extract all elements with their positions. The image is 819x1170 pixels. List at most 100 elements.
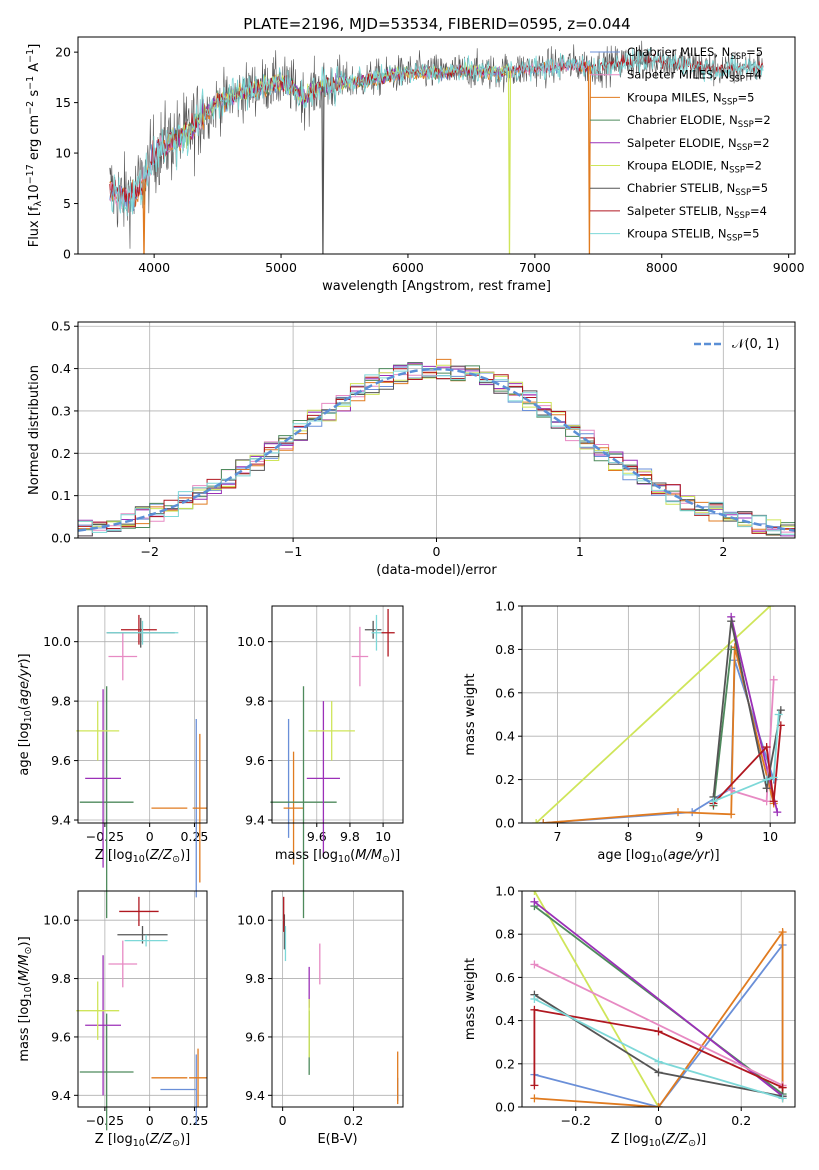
legend-tail: =5 xyxy=(742,227,759,241)
x-tick-label: −0.2 xyxy=(561,1113,591,1128)
legend-label: Chabrier STELIB, NSSP=5 xyxy=(627,181,768,198)
label-part: 10 xyxy=(133,1138,145,1149)
gaussian-legend-label: 𝒩(0, 1) xyxy=(732,337,779,352)
residuals-ylabel: Normed distribution xyxy=(27,365,42,495)
label-part: ( xyxy=(145,848,150,863)
mass_vs_Z-ylabel: mass [log10(M/M⊙)] xyxy=(17,936,34,1061)
massweight_vs_age-axes: 7 8 9 10 0.0 0.2 0.4 0.6 0.8 1.0 xyxy=(495,599,795,844)
y-tick-label: 1.0 xyxy=(495,884,515,899)
legend-tail: =2 xyxy=(753,136,770,150)
spectrum-xlabel: wavelength [Angstrom, rest frame] xyxy=(322,279,551,294)
y-tick-label: 0.2 xyxy=(51,446,71,461)
label-part: Z [log xyxy=(95,1132,133,1147)
mass_vs_EBV-points xyxy=(283,896,399,1105)
massweight_vs_Z-axes: −0.2 0 0.2 0.0 0.2 0.4 0.6 0.8 1.0 xyxy=(495,884,795,1128)
massweight_vs_Z-ylabel: mass weight xyxy=(463,958,478,1040)
y-tick-label: 0.3 xyxy=(51,403,71,418)
y-tick-label: 9.8 xyxy=(51,971,71,986)
legend-text: Chabrier ELODIE, N xyxy=(627,113,738,127)
x-tick-label: 0 xyxy=(655,1113,663,1128)
label-part: age/yr xyxy=(668,848,711,863)
y-tick-label: 0.1 xyxy=(51,488,71,503)
label-part: 10 xyxy=(133,854,145,865)
y-tick-label: 20 xyxy=(55,45,71,60)
legend-text: Salpeter MILES, N xyxy=(627,68,729,82)
label-part: ( xyxy=(17,981,32,986)
label-part: M/M xyxy=(17,954,32,981)
legend-tail: =2 xyxy=(745,159,762,173)
legend-text: Salpeter STELIB, N xyxy=(627,204,734,218)
legend-label: Kroupa MILES, NSSP=5 xyxy=(627,90,754,107)
histogram-step xyxy=(78,364,795,535)
weight-line xyxy=(712,649,733,806)
spectrum-dropout xyxy=(587,66,592,254)
label-part: Z/Z xyxy=(149,848,173,863)
label-part: erg cm xyxy=(27,115,42,164)
label-part: mass [log xyxy=(275,848,338,863)
legend-text: Chabrier STELIB, N xyxy=(627,181,735,195)
label-part: ⊙ xyxy=(688,1138,696,1149)
y-tick-label: 0.4 xyxy=(495,729,515,744)
label-part: λ xyxy=(33,200,44,206)
x-tick-label: 2 xyxy=(719,544,727,559)
legend-sub: SSP xyxy=(729,75,745,85)
x-tick-label: −1 xyxy=(284,544,302,559)
legend-label: Kroupa ELODIE, NSSP=2 xyxy=(627,159,762,176)
legend-label: Chabrier ELODIE, NSSP=2 xyxy=(627,113,771,130)
label-part: )] xyxy=(709,848,719,863)
mass_vs_EBV-xlabel: E(B-V) xyxy=(317,1132,357,1147)
legend-tail: =4 xyxy=(745,68,762,82)
label-part: ⊙ xyxy=(172,1138,180,1149)
legend-text: Kroupa ELODIE, N xyxy=(627,159,729,173)
x-tick-label: 9.6 xyxy=(307,829,327,844)
x-tick-label: 0.25 xyxy=(181,829,209,844)
weight-line xyxy=(713,714,780,803)
label-part: age [log xyxy=(597,848,650,863)
weight-line xyxy=(712,621,782,798)
spectrum-frame xyxy=(77,36,796,255)
x-tick-label: 5000 xyxy=(265,260,297,275)
label-part: )] xyxy=(17,936,32,946)
legend-text: Chabrier MILES, N xyxy=(627,45,730,59)
mass_vs_Z-points xyxy=(76,896,207,1131)
plot-layer: 4000 5000 6000 7000 8000 900005101520waveleng… xyxy=(17,36,805,1149)
histograms xyxy=(78,358,795,537)
mass_vs_Z-axes: −0.25 0 0.25 9.4 9.6 9.8 10.0 xyxy=(43,891,208,1128)
x-tick-label: 10 xyxy=(762,829,778,844)
y-tick-label: 0.5 xyxy=(51,319,71,334)
label-part: mass [log xyxy=(17,998,32,1061)
weight-line xyxy=(712,725,782,805)
x-tick-label: 0 xyxy=(146,1113,154,1128)
label-part: Z/Z xyxy=(665,1132,689,1147)
y-tick-label: 0.0 xyxy=(495,1100,515,1115)
legend-label: Salpeter ELODIE, NSSP=2 xyxy=(627,136,770,153)
age_vs_Z-points xyxy=(76,614,207,919)
x-tick-label: 1 xyxy=(576,544,584,559)
x-tick-label: 8000 xyxy=(646,260,678,275)
label-part: −2 xyxy=(25,101,36,115)
y-tick-label: 10 xyxy=(55,146,71,161)
x-tick-label: 9000 xyxy=(773,260,805,275)
y-tick-label: 15 xyxy=(55,95,71,110)
label-part: ⊙ xyxy=(172,854,180,865)
legend-tail: =2 xyxy=(754,113,771,127)
x-tick-label: 0 xyxy=(279,1113,287,1128)
label-part: 10 xyxy=(651,854,663,865)
legend-label: Kroupa STELIB, NSSP=5 xyxy=(627,227,759,244)
label-part: ( xyxy=(663,848,668,863)
massweight_vs_age-lines xyxy=(532,606,785,823)
label-part: )] xyxy=(17,653,32,663)
legend-label: Salpeter STELIB, NSSP=4 xyxy=(627,204,767,221)
y-tick-label: 0.8 xyxy=(495,927,515,942)
label-part: ] xyxy=(27,44,42,49)
label-part: ( xyxy=(145,1132,150,1147)
weight-line xyxy=(534,929,784,1107)
x-tick-label: 0.2 xyxy=(343,1113,363,1128)
spectrum-axes: 4000 5000 6000 7000 8000 9000 0 5 10 15 20 xyxy=(55,45,805,275)
mass_vs_Z-frame xyxy=(77,890,208,1108)
massweight_vs_age-ylabel: mass weight xyxy=(463,673,478,755)
x-tick-label: −0.25 xyxy=(86,829,124,844)
x-tick-label: 0 xyxy=(146,829,154,844)
x-tick-label: 9 xyxy=(695,829,703,844)
spectrum-line xyxy=(109,47,764,217)
